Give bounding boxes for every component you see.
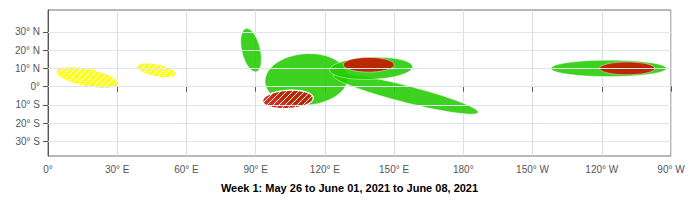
svg-text:150° E: 150° E [379, 164, 409, 175]
svg-text:120° W: 120° W [585, 164, 618, 175]
svg-text:30° S: 30° S [15, 136, 40, 147]
svg-text:20° N: 20° N [15, 45, 40, 56]
svg-text:90° E: 90° E [243, 164, 268, 175]
svg-text:150° W: 150° W [516, 164, 549, 175]
svg-text:10° S: 10° S [15, 99, 40, 110]
svg-text:30° E: 30° E [105, 164, 130, 175]
svg-text:180°: 180° [453, 164, 474, 175]
svg-text:Week 1: May 26 to June 01, 202: Week 1: May 26 to June 01, 2021 to June … [221, 182, 478, 194]
svg-text:90° W: 90° W [657, 164, 685, 175]
svg-text:60° E: 60° E [174, 164, 199, 175]
svg-text:0°: 0° [43, 164, 53, 175]
svg-text:30° N: 30° N [15, 26, 40, 37]
svg-text:120° E: 120° E [310, 164, 340, 175]
svg-text:10° N: 10° N [15, 63, 40, 74]
svg-text:20° S: 20° S [15, 118, 40, 129]
svg-text:0°: 0° [30, 81, 40, 92]
